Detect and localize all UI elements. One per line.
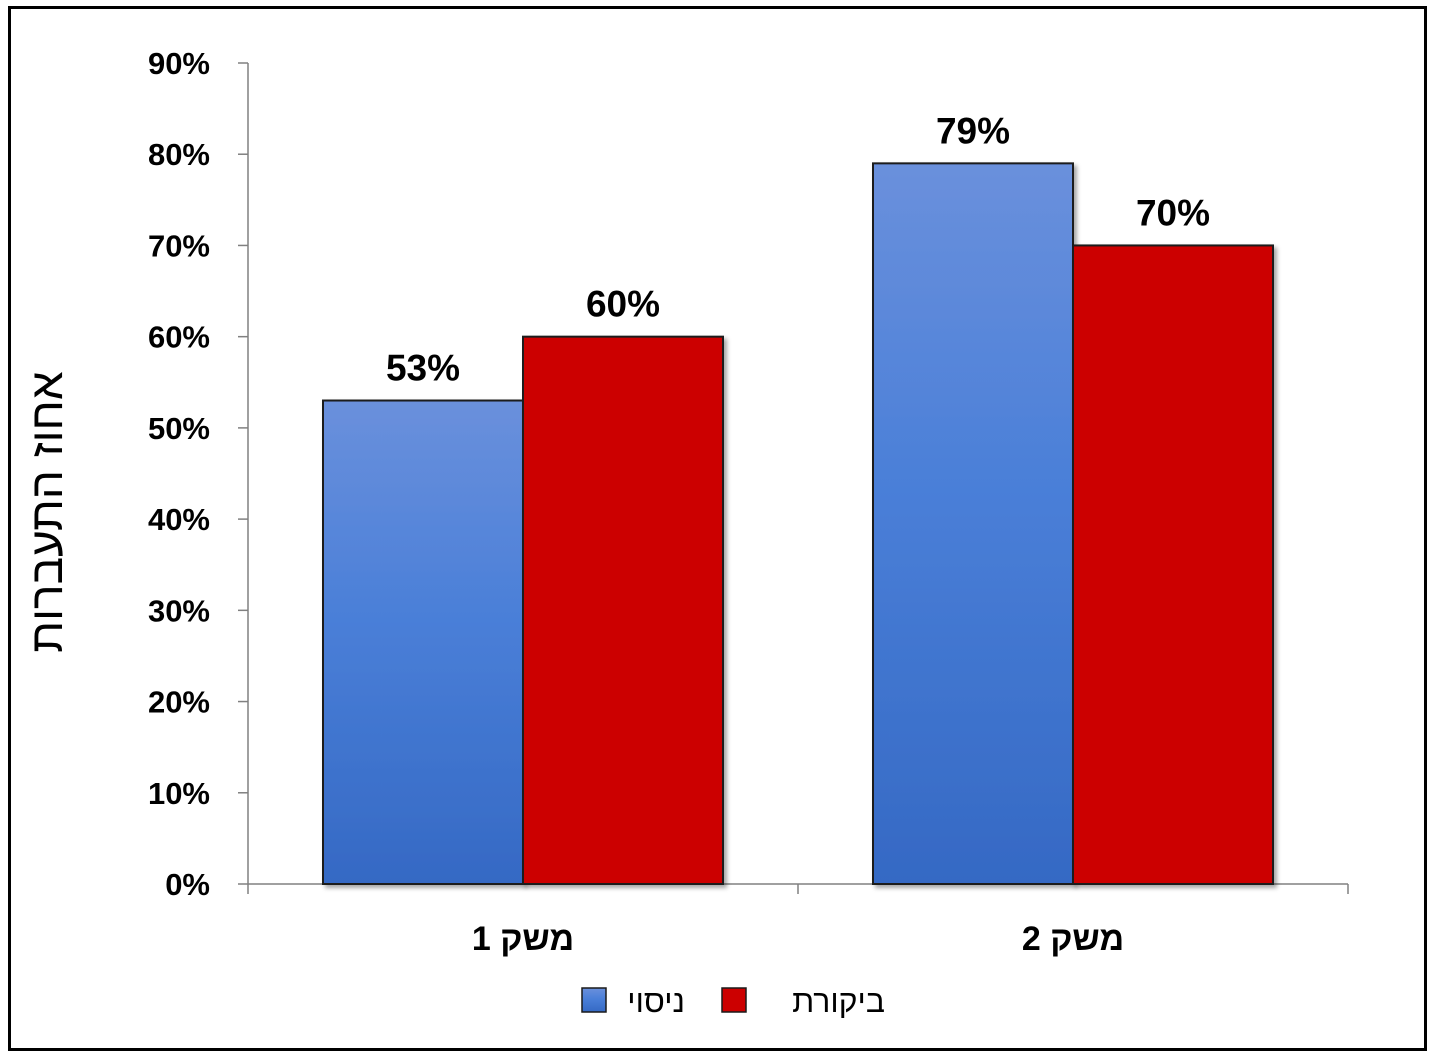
bars [322, 162, 1274, 886]
data-label: 70% [1136, 192, 1210, 233]
data-labels: 53% 60% 79% 70% [386, 110, 1210, 388]
y-tick-label: 70% [148, 228, 210, 263]
bar-control-1 [522, 335, 724, 885]
bar-experiment-1 [322, 399, 524, 885]
y-axis: 0% 10% 20% 30% 40% 50% 60% 70% 80% 90% [148, 46, 249, 902]
y-axis-label: אחוז התעברות [20, 371, 72, 652]
y-tick-label: 30% [148, 593, 210, 628]
y-tick-label: 20% [148, 685, 210, 720]
y-tick-label: 60% [148, 320, 210, 355]
x-axis: משק 1 משק 2 [247, 883, 1349, 958]
data-label: 60% [586, 284, 660, 325]
bar-control-2 [1072, 244, 1274, 885]
y-tick-label: 50% [148, 411, 210, 446]
legend: ניסוי ביקורת [581, 983, 885, 1019]
y-tick-label: 80% [148, 137, 210, 172]
y-tick-label: 10% [148, 776, 210, 811]
data-label: 79% [936, 110, 1010, 151]
legend-label-control: ביקורת [792, 983, 885, 1019]
data-label: 53% [386, 348, 460, 389]
x-tick-label: משק 1 [472, 920, 574, 958]
legend-label-experiment: ניסוי [627, 983, 685, 1019]
y-tick-label: 40% [148, 502, 210, 537]
y-tick-label: 0% [165, 867, 210, 902]
legend-swatch-experiment [581, 987, 607, 1013]
legend-swatch-control [721, 987, 747, 1013]
bar-experiment-2 [872, 162, 1074, 886]
x-tick-label: משק 2 [1022, 920, 1124, 958]
y-tick-label: 90% [148, 46, 210, 81]
